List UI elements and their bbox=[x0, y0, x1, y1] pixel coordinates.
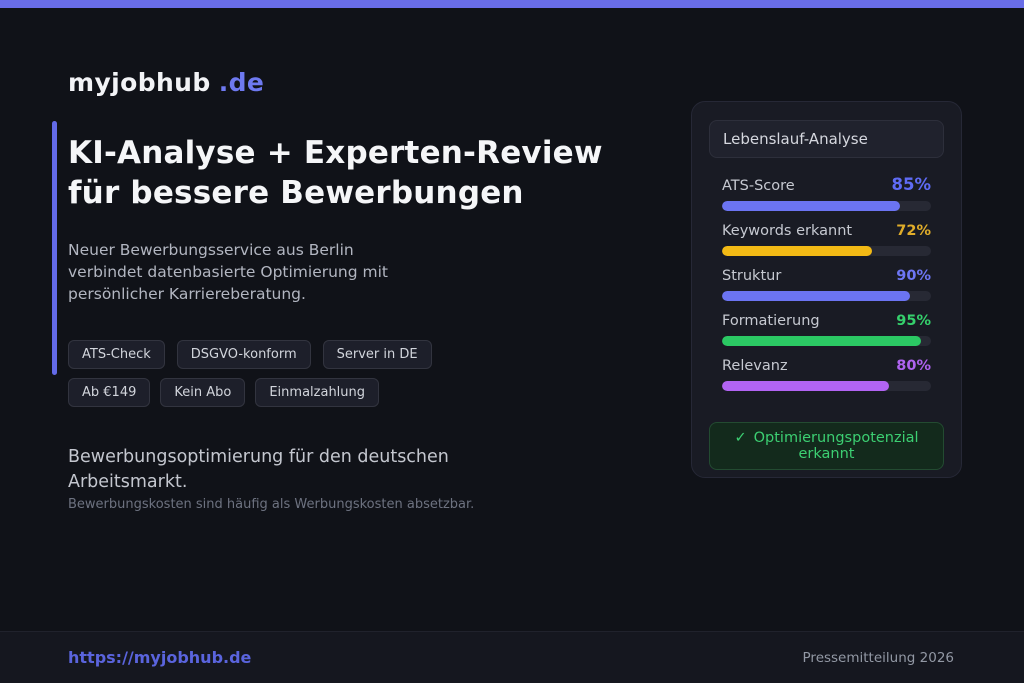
metric-row-struktur: Struktur 90% bbox=[722, 268, 931, 301]
website-link[interactable]: https://myjobhub.de bbox=[68, 648, 252, 667]
progress-bar-track bbox=[722, 381, 931, 391]
metric-label: Struktur bbox=[722, 268, 782, 284]
badge-no-subscription: Kein Abo bbox=[160, 378, 246, 407]
press-release-label: Pressemitteilung 2026 bbox=[802, 649, 954, 666]
metric-row-ats-score: ATS-Score 85% bbox=[722, 175, 931, 211]
page-title: KI-Analyse + Experten-Review für bessere… bbox=[68, 133, 956, 213]
metric-value: 85% bbox=[891, 175, 932, 194]
metric-value: 80% bbox=[896, 358, 931, 374]
metric-value: 72% bbox=[896, 223, 931, 239]
main-content: myjobhub .de KI-Analyse + Experten-Review… bbox=[0, 68, 1024, 512]
brand-logo: myjobhub .de bbox=[68, 68, 956, 97]
status-badge: ✓ Optimierungspotenzial erkannt bbox=[709, 422, 944, 470]
metrics-list: ATS-Score 85% Keywords erkannt 72% Struk… bbox=[709, 175, 944, 391]
metric-value: 95% bbox=[896, 313, 931, 329]
card-title: Lebenslauf-Analyse bbox=[709, 120, 944, 158]
progress-bar-fill bbox=[722, 201, 900, 211]
badge-one-time-payment: Einmalzahlung bbox=[255, 378, 380, 407]
metric-value: 90% bbox=[896, 268, 931, 284]
accent-bar bbox=[52, 121, 57, 375]
progress-bar-fill bbox=[722, 381, 890, 391]
badge-row-2: Ab €149 Kein Abo Einmalzahlung bbox=[68, 378, 956, 407]
tax-note: Bewerbungskosten sind häufig als Werbung… bbox=[68, 497, 475, 512]
metric-label: Formatierung bbox=[722, 313, 820, 329]
progress-bar-fill bbox=[722, 336, 921, 346]
badge-server-de: Server in DE bbox=[322, 340, 432, 369]
outro-text: Bewerbungsoptimierung für den deutschen … bbox=[68, 447, 449, 492]
check-icon: ✓ bbox=[734, 430, 747, 446]
hero-section: KI-Analyse + Experten-Review für bessere… bbox=[52, 121, 956, 407]
hero-subtitle: Neuer Bewerbungsservice aus Berlin verbi… bbox=[68, 241, 389, 303]
brand-name: myjobhub bbox=[68, 68, 211, 97]
metric-row-relevanz: Relevanz 80% bbox=[722, 358, 931, 391]
top-accent-bar bbox=[0, 0, 1024, 8]
progress-bar-fill bbox=[722, 291, 911, 301]
title-line-2: für bessere Bewerbungen bbox=[68, 175, 524, 211]
badge-row-1: ATS-Check DSGVO-konform Server in DE bbox=[68, 340, 956, 369]
metric-label: Keywords erkannt bbox=[722, 223, 853, 239]
progress-bar-track bbox=[722, 246, 931, 256]
brand-tld: .de bbox=[218, 68, 265, 97]
badge-price: Ab €149 bbox=[68, 378, 151, 407]
status-badge-label: Optimierungspotenzial erkannt bbox=[753, 430, 919, 462]
metric-label: ATS-Score bbox=[722, 178, 795, 194]
metric-row-formatierung: Formatierung 95% bbox=[722, 313, 931, 346]
title-line-1: KI-Analyse + Experten-Review bbox=[68, 135, 603, 171]
analysis-card: Lebenslauf-Analyse ATS-Score 85% Keyword… bbox=[691, 101, 962, 478]
badge-ats-check: ATS-Check bbox=[68, 340, 165, 369]
metric-label: Relevanz bbox=[722, 358, 788, 374]
progress-bar-fill bbox=[722, 246, 873, 256]
footer: https://myjobhub.de Pressemitteilung 202… bbox=[0, 631, 1024, 683]
progress-bar-track bbox=[722, 336, 931, 346]
progress-bar-track bbox=[722, 291, 931, 301]
badge-dsgvo: DSGVO-konform bbox=[176, 340, 311, 369]
metric-row-keywords: Keywords erkannt 72% bbox=[722, 223, 931, 256]
progress-bar-track bbox=[722, 201, 931, 211]
